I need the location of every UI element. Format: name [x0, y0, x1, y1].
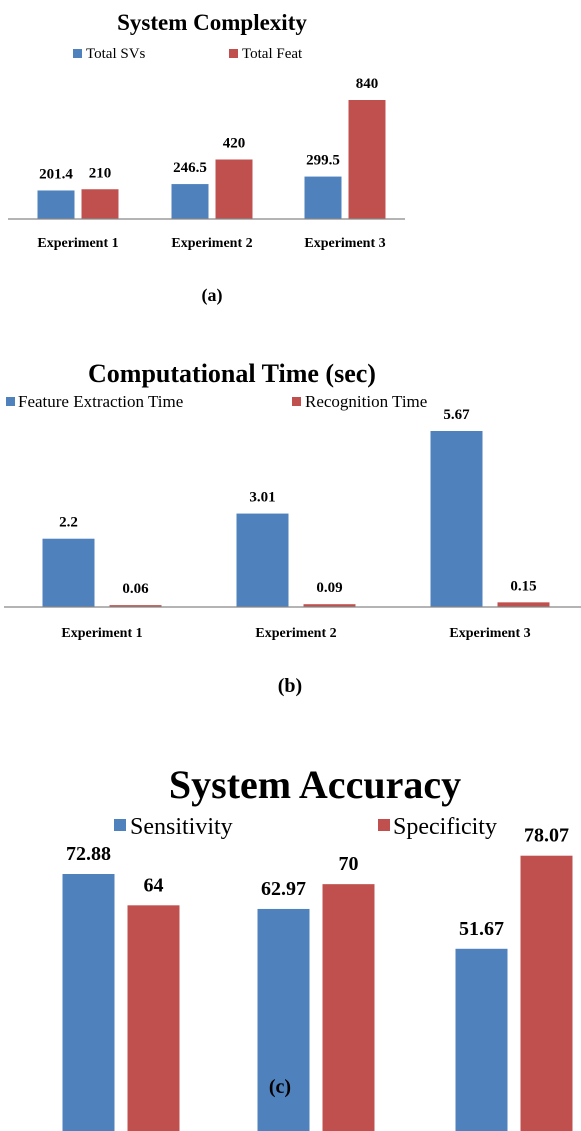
legend-label-sensitivity: Sensitivity: [130, 814, 233, 840]
data-label: 64: [144, 874, 164, 896]
x-tick-label: Experiment 2: [255, 626, 336, 641]
legend-label-recognition-time: Recognition Time: [305, 392, 427, 411]
bar-series-a: [257, 908, 310, 1131]
bar-series-a: [42, 538, 95, 607]
plot-area: 72.88 64 62.97 70 51.67 78.07: [62, 825, 573, 1131]
bar-series-b: [109, 605, 162, 607]
data-label: 0.15: [510, 578, 536, 594]
data-label: 3.01: [249, 490, 275, 506]
plot-area: 201.4 210 Experiment 1 246.5 420 Experiment 2…: [8, 76, 405, 251]
bar-series-b: [215, 159, 253, 219]
legend-swatch-sensitivity: [114, 819, 126, 831]
data-label: 70: [339, 853, 359, 875]
x-tick-label: Experiment 1: [61, 626, 142, 641]
bar-series-a: [62, 874, 115, 1131]
data-label: 78.07: [524, 825, 569, 847]
data-label: 72.88: [66, 843, 111, 865]
bar-series-b: [303, 604, 356, 607]
x-tick-label: Experiment 2: [171, 236, 252, 251]
bar-series-a: [171, 184, 209, 219]
data-label: 51.67: [459, 918, 504, 940]
bar-series-b: [497, 602, 550, 607]
data-label: 210: [89, 165, 112, 181]
bar-series-b: [348, 100, 386, 219]
bar-series-a: [304, 176, 342, 219]
bar-series-b: [520, 855, 573, 1131]
legend-label-specificity: Specificity: [393, 814, 497, 840]
panel-a: System Complexity Total SVs Total Feat 2…: [8, 10, 405, 306]
panel-c: System Accuracy Sensitivity Specificity …: [62, 762, 573, 1131]
data-label: 420: [223, 136, 246, 152]
data-label: 2.2: [59, 515, 78, 531]
bar-series-b: [127, 905, 180, 1131]
bar-series-a: [455, 948, 508, 1131]
legend-label-total-feat: Total Feat: [242, 46, 303, 62]
legend-swatch-feature-extraction-time: [6, 397, 15, 406]
bar-series-b: [81, 189, 119, 219]
data-label: 5.67: [443, 407, 470, 423]
x-tick-label: Experiment 3: [449, 626, 530, 641]
x-tick-label: Experiment 1: [37, 236, 118, 251]
data-label: 299.5: [306, 153, 340, 169]
legend-swatch-recognition-time: [292, 397, 301, 406]
legend-label-total-svs: Total SVs: [86, 46, 146, 62]
bar-series-a: [430, 431, 483, 607]
data-label: 246.5: [173, 160, 207, 176]
panel-b: Computational Time (sec) Feature Extract…: [4, 359, 581, 697]
chart-title: System Accuracy: [169, 762, 461, 807]
data-label: 201.4: [39, 166, 73, 182]
legend-label-feature-extraction-time: Feature Extraction Time: [18, 392, 183, 411]
panel-caption: (a): [202, 285, 223, 306]
data-label: 62.97: [261, 878, 306, 900]
chart-title: System Complexity: [117, 10, 307, 35]
data-label: 840: [356, 76, 379, 92]
chart-title: Computational Time (sec): [88, 359, 376, 388]
legend-swatch-total-svs: [73, 49, 82, 58]
data-label: 0.09: [316, 580, 342, 596]
legend-swatch-total-feat: [229, 49, 238, 58]
bar-series-b: [322, 884, 375, 1131]
x-tick-label: Experiment 3: [304, 236, 385, 251]
plot-area: 2.2 0.06 Experiment 1 3.01 0.09 Experiment 2 5…: [4, 407, 581, 641]
bar-series-a: [236, 513, 289, 607]
legend-swatch-specificity: [378, 819, 390, 831]
bar-series-a: [37, 190, 75, 219]
panel-caption: (b): [278, 675, 302, 697]
panel-caption: (c): [269, 1076, 291, 1098]
data-label: 0.06: [122, 581, 149, 597]
